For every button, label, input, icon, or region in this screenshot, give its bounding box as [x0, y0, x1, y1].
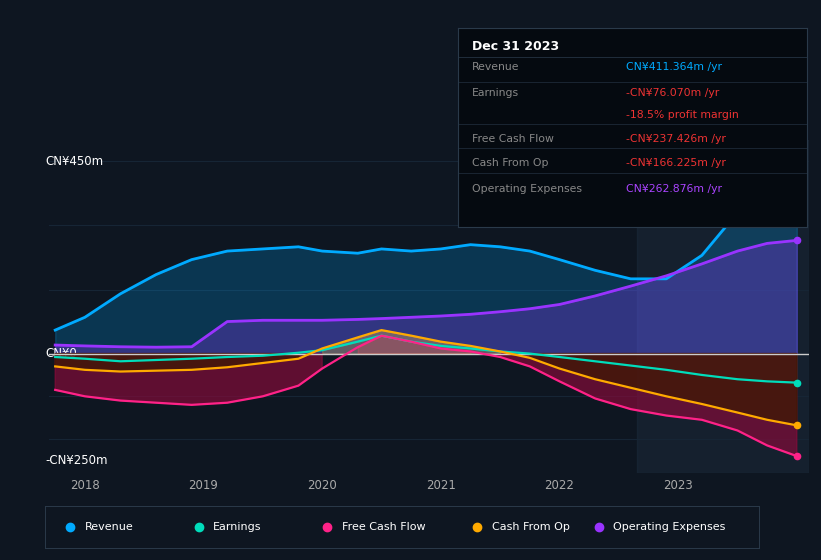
Text: Dec 31 2023: Dec 31 2023: [472, 40, 559, 53]
Text: Cash From Op: Cash From Op: [492, 522, 570, 531]
Text: -18.5% profit margin: -18.5% profit margin: [626, 110, 738, 119]
Text: Revenue: Revenue: [472, 62, 520, 72]
Text: Operating Expenses: Operating Expenses: [613, 522, 726, 531]
Text: Free Cash Flow: Free Cash Flow: [342, 522, 425, 531]
Text: Revenue: Revenue: [85, 522, 133, 531]
Text: -CN¥250m: -CN¥250m: [45, 454, 108, 467]
Text: Operating Expenses: Operating Expenses: [472, 184, 582, 194]
Text: Earnings: Earnings: [472, 87, 519, 97]
Text: CN¥262.876m /yr: CN¥262.876m /yr: [626, 184, 722, 194]
Text: -CN¥237.426m /yr: -CN¥237.426m /yr: [626, 134, 726, 144]
Text: CN¥450m: CN¥450m: [45, 155, 103, 168]
Bar: [636, 140, 809, 473]
Text: Free Cash Flow: Free Cash Flow: [472, 134, 554, 144]
Text: CN¥0: CN¥0: [45, 347, 77, 360]
Text: -CN¥166.225m /yr: -CN¥166.225m /yr: [626, 158, 726, 168]
Text: Cash From Op: Cash From Op: [472, 158, 548, 168]
Text: -CN¥76.070m /yr: -CN¥76.070m /yr: [626, 87, 719, 97]
Text: CN¥411.364m /yr: CN¥411.364m /yr: [626, 62, 722, 72]
Text: Earnings: Earnings: [213, 522, 262, 531]
